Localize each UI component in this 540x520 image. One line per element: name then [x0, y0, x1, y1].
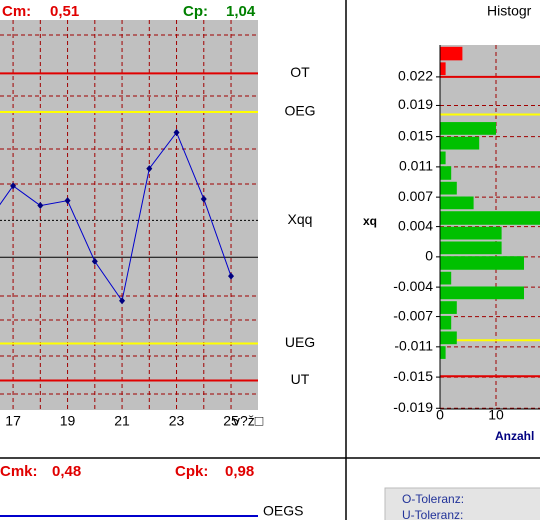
histogram-bar: [440, 256, 524, 270]
data-point: [119, 297, 126, 305]
y-tick-label: 0: [425, 248, 433, 264]
cm-label: Cm:: [2, 3, 31, 20]
y-tick-label: -0.004: [393, 278, 433, 294]
data-line: [0, 131, 232, 303]
data-point: [173, 128, 180, 136]
y-tick-label: -0.015: [393, 368, 433, 384]
cmk-value: 0,48: [52, 463, 81, 480]
y-axis-label: xq: [363, 214, 377, 228]
limit-label: OEG: [284, 103, 315, 119]
data-point: [91, 257, 98, 265]
line-label: OEGS: [263, 503, 303, 519]
x-axis-label: Anzahl: [495, 429, 534, 443]
histogram-bar: [440, 62, 446, 76]
x-tick-label: 23: [169, 413, 185, 429]
tolerance-box: [384, 487, 540, 520]
cp-value: 1,04: [226, 3, 256, 20]
y-tick-label: 0.022: [398, 68, 433, 84]
x-tick-label: 17: [5, 413, 21, 429]
limit-label: UEG: [285, 334, 315, 350]
x-tick-label: 21: [114, 413, 130, 429]
y-tick-label: 0.011: [399, 158, 433, 174]
histogram-bar: [440, 315, 452, 330]
limit-label: Xqq: [288, 211, 313, 227]
histogram-bar: [440, 151, 446, 165]
data-point: [200, 195, 207, 203]
histogram-title: Histogr: [487, 3, 532, 19]
y-tick-label: 0.004: [398, 217, 433, 233]
histogram-bar: [440, 46, 463, 61]
data-point: [64, 197, 71, 205]
histogram-bar: [440, 331, 457, 345]
cp-label: Cp:: [183, 3, 208, 20]
histogram-bar: [440, 181, 457, 195]
u-toleranz: U-Toleranz:: [402, 508, 463, 520]
y-tick-label: 0.007: [398, 188, 433, 204]
data-point: [10, 182, 17, 190]
histogram-bar: [440, 211, 540, 225]
histogram-bar: [440, 301, 457, 314]
x-tick-label: 10: [488, 407, 504, 423]
x-tick-label: 0: [436, 407, 444, 423]
cpk-value: 0,98: [225, 463, 254, 480]
histogram-bar: [440, 286, 524, 300]
cmk-label: Cmk:: [0, 463, 38, 480]
histogram-bar: [440, 166, 452, 180]
data-point: [228, 272, 235, 280]
y-tick-label: -0.007: [393, 307, 433, 323]
histogram-bar: [440, 196, 474, 210]
y-tick-label: 0.015: [398, 127, 433, 143]
y-tick-label: 0.019: [398, 96, 433, 112]
histogram-bar: [440, 122, 496, 135]
data-point: [37, 202, 44, 210]
x-axis-label: v?ž□: [233, 413, 264, 429]
limit-label: OT: [290, 64, 310, 80]
limit-label: UT: [291, 371, 310, 387]
histogram-bar: [440, 226, 502, 240]
y-tick-label: -0.011: [394, 338, 433, 354]
cpk-label: Cpk:: [175, 463, 208, 480]
y-tick-label: -0.019: [393, 399, 433, 415]
histogram-bar: [440, 136, 480, 150]
data-point: [146, 165, 153, 173]
histogram-bar: [440, 241, 502, 255]
cm-value: 0,51: [50, 3, 79, 20]
plot-clip: [0, 20, 258, 410]
histogram-bar: [440, 271, 452, 285]
histogram-bar: [440, 346, 446, 359]
o-toleranz: O-Toleranz:: [402, 492, 464, 506]
plot-area: [0, 20, 258, 410]
x-tick-label: 25: [223, 413, 239, 429]
x-tick-label: 19: [60, 413, 76, 429]
